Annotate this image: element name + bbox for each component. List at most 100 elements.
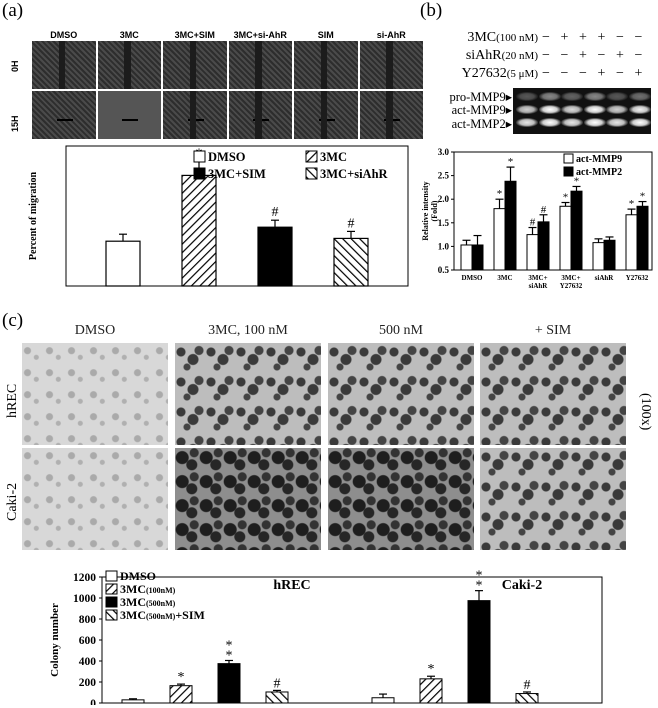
condition-dose: (20 nM): [501, 50, 538, 62]
condition-sign: −: [634, 48, 643, 63]
x-tick-label-line: Y27632: [626, 274, 649, 282]
condition-sign: +: [597, 66, 606, 81]
gel-band: [606, 105, 628, 114]
scale-bar: [122, 119, 139, 121]
significance-mark: #: [272, 205, 279, 220]
significance-mark: *: [563, 192, 569, 204]
gel-band: [538, 118, 561, 127]
bar: [467, 600, 491, 704]
condition-sign: +: [597, 30, 606, 45]
legend-swatch-1: [105, 583, 118, 595]
wound-image-15h-3: [228, 91, 292, 139]
legend-swatch-3: [105, 609, 118, 621]
condition-label: siAhR: [465, 48, 502, 63]
bar-act-MMP9-1: *: [493, 188, 506, 271]
gel-band: [561, 118, 583, 127]
photo-col-500: 500 nM: [379, 323, 423, 338]
bar: [265, 691, 289, 704]
row-label-15h: 15H: [10, 115, 20, 132]
bar: [493, 208, 506, 271]
x-tick-label-line: siAhR: [595, 274, 615, 282]
wound-image-0h-4: [294, 41, 358, 89]
colony-photo-caki-dmso: [22, 448, 168, 550]
x-tick-label-line: siAhR: [529, 282, 549, 290]
photo-col-dmso: DMSO: [74, 323, 116, 338]
bar-0-1: *: [169, 670, 193, 704]
wound-image-15h-0: [32, 91, 96, 139]
wound-image-15h-1: [97, 91, 161, 139]
photo-col-sim: + SIM: [534, 323, 572, 338]
condition-sign: +: [579, 30, 587, 45]
x-tick-label-line: Y27632: [560, 282, 583, 290]
bar: [419, 678, 443, 704]
condition-sign: +: [634, 66, 643, 81]
legend-label-1: act-MMP2: [576, 167, 622, 178]
wound-healing-grid: DMSO 3MC 3MC+SIM 3MC+si-AhR SIM si-AhR 0H 15H: [10, 30, 423, 148]
bar: [526, 234, 539, 271]
band-label-pro-mmp9: pro-MMP9▸: [449, 90, 512, 104]
legend-dose: (500nM): [146, 612, 176, 621]
bar: [625, 214, 638, 271]
bar-act-MMP9-5: *: [625, 198, 638, 271]
bar: [121, 699, 145, 704]
legend-name: 3MC: [120, 595, 146, 609]
condition-sign: −: [542, 48, 550, 63]
y-tick-label: 2.5: [438, 171, 450, 181]
colony-photo-hrec-dmso: [22, 343, 168, 445]
significance-mark: *: [640, 191, 646, 203]
bar-1: [181, 174, 217, 287]
bar-group-3: #: [333, 216, 369, 287]
significance-mark: *: [497, 188, 503, 200]
wound-image-15h-2: [163, 91, 227, 139]
bar-group-2: #: [257, 205, 293, 287]
y-tick-label: 1.0: [438, 241, 450, 251]
bar-0-0: [121, 698, 145, 704]
bar-3: [333, 237, 369, 287]
bar-2: [257, 226, 293, 287]
wound-image-0h-2: [163, 41, 227, 89]
legend-label-0: DMSO: [208, 150, 246, 164]
significance-mark: #: [348, 216, 355, 231]
scale-bar: [56, 119, 73, 121]
bar: [636, 205, 649, 271]
legend-label-0: DMSO: [120, 569, 156, 583]
bar-0: [105, 240, 141, 287]
bar-1-0: [371, 693, 395, 704]
wound-image-0h-5: [359, 41, 423, 89]
y-axis-label-line: Relative intensity: [421, 181, 430, 240]
y-tick-label: 400: [79, 656, 97, 668]
row-label-0h: 0H: [10, 60, 20, 72]
legend-swatch-1: [563, 166, 574, 177]
colony-photo-hrec-sim: [480, 343, 626, 445]
gel-band: [561, 92, 583, 101]
colony-photo-caki-3mc100: [175, 448, 321, 550]
bar: [515, 693, 539, 704]
condition-sign: −: [560, 48, 569, 63]
significance-mark: *: [508, 156, 514, 168]
x-tick-label-4: siAhR: [595, 274, 615, 282]
bar-group-0: [105, 233, 141, 287]
legend-swatch-2: [193, 167, 206, 180]
zymography-conditions: 3MC(100 nM) − + + + − − siAhR(20 nM) − − + − + − Y2763…: [420, 30, 658, 90]
x-tick-label-line: 3MC+: [561, 274, 580, 282]
magnification-label: (100x): [638, 393, 653, 431]
x-tick-label-3: 3MC+ Y27632: [560, 274, 583, 290]
significance-mark: *: [428, 662, 435, 677]
x-tick-label-0: DMSO: [462, 274, 484, 282]
gel-band: [538, 105, 561, 114]
wound-image-15h-5: [359, 91, 423, 139]
photo-row-hrec: hREC: [5, 383, 20, 418]
band-label-act-mmp2: act-MMP2▸: [451, 117, 512, 131]
wound-col-label-2: 3MC+SIM: [174, 30, 215, 40]
condition-sign: −: [579, 66, 587, 81]
scale-bar: [187, 119, 204, 121]
y-tick-label: 1000: [73, 593, 96, 605]
wound-image-0h-3: [228, 41, 292, 89]
significance-mark: *: [476, 579, 483, 594]
gel-band: [538, 92, 561, 101]
y-tick-label: 200: [79, 677, 97, 689]
bar-act-MMP2-0: [471, 234, 484, 271]
significance-mark: *: [226, 648, 233, 663]
x-tick-label-2: 3MC+ siAhR: [528, 274, 548, 290]
y-tick-label: 3.0: [438, 147, 450, 157]
